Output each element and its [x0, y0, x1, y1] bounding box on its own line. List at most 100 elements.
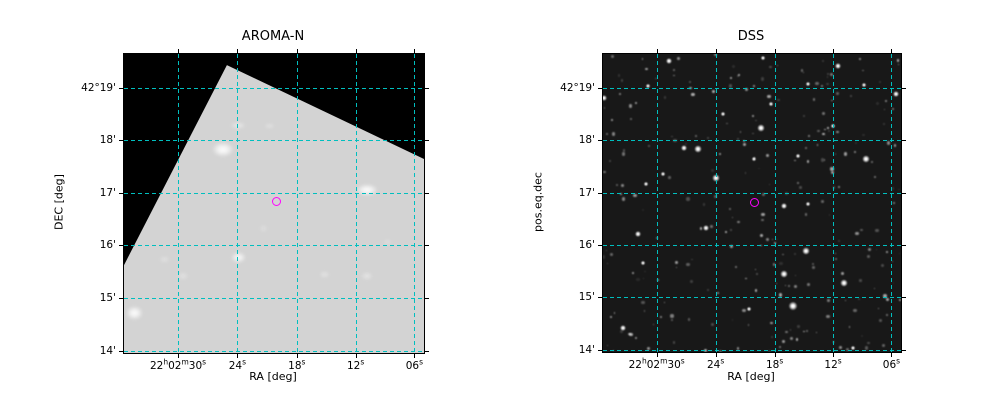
faint-star — [767, 94, 771, 98]
faint-star — [860, 334, 864, 337]
y-tick-label: 15' — [99, 291, 116, 304]
gridline-vertical — [657, 54, 658, 352]
faint-star — [885, 99, 888, 102]
faint-star — [716, 291, 719, 294]
axis-tick — [119, 245, 123, 246]
faint-star — [826, 76, 829, 78]
faint-star — [837, 186, 840, 189]
faint-star — [898, 252, 900, 254]
faint-star — [848, 326, 851, 329]
axis-tick — [425, 245, 429, 246]
faint-star — [828, 214, 831, 217]
faint-star — [620, 183, 624, 187]
faint-star — [694, 134, 697, 137]
panel-title-dss: DSS — [737, 29, 765, 44]
faint-star — [739, 130, 742, 133]
faint-star — [728, 84, 732, 88]
x-axis-label-ra: RA [deg] — [727, 370, 775, 383]
axis-tick — [425, 88, 429, 89]
faint-star — [603, 107, 605, 109]
faint-star — [834, 257, 837, 260]
faint-star — [677, 57, 680, 60]
faint-star — [629, 118, 632, 120]
axis-tick — [414, 49, 415, 53]
star — [830, 123, 836, 129]
gridline-vertical — [414, 54, 415, 353]
x-tick-label: 18s — [288, 357, 306, 372]
x-tick-label: 18s — [765, 356, 784, 371]
faint-star — [752, 115, 754, 117]
faint-star — [603, 255, 606, 259]
faint-star — [883, 294, 887, 298]
star — [642, 180, 650, 188]
faint-star — [631, 272, 634, 275]
star — [795, 153, 801, 159]
faint-star — [636, 277, 640, 282]
faint-star — [827, 127, 829, 129]
faint-star — [833, 186, 836, 189]
star — [633, 229, 643, 239]
star — [860, 81, 868, 89]
faint-star — [831, 99, 833, 101]
faint-star — [760, 233, 764, 237]
axis-tick — [775, 353, 776, 357]
bright-source-blob — [125, 306, 143, 320]
faint-star — [772, 262, 776, 266]
gridline-vertical — [775, 54, 776, 352]
faint-star — [752, 85, 755, 87]
faint-star — [714, 54, 717, 56]
faint-star — [871, 160, 874, 164]
y-tick-label: 42°19' — [81, 82, 116, 95]
faint-star — [688, 318, 691, 321]
gridline-horizontal — [603, 88, 901, 89]
faint-star — [633, 193, 637, 197]
faint-star — [803, 72, 805, 74]
faint-star — [771, 238, 774, 241]
sky-image-aroma-n — [123, 53, 425, 354]
axis-tick — [425, 193, 429, 194]
x-tick-label: 24s — [706, 356, 725, 371]
source-marker-circle — [749, 197, 759, 207]
x-tick-label: 12s — [346, 357, 365, 372]
faint-star — [785, 330, 788, 333]
faint-star — [766, 154, 770, 158]
axis-tick — [833, 353, 834, 357]
star — [804, 80, 812, 88]
axis-tick — [902, 88, 906, 89]
faint-star — [859, 57, 862, 60]
faint-star — [891, 260, 893, 262]
y-tick-label: 15' — [578, 291, 595, 304]
faint-star — [608, 160, 612, 163]
faint-star — [812, 98, 816, 102]
faint-star — [622, 149, 626, 152]
faint-star — [628, 104, 633, 108]
gridline-horizontal — [603, 193, 901, 194]
faint-star — [798, 186, 803, 190]
faint-star — [859, 278, 862, 282]
faint-star — [883, 122, 886, 125]
axis-tick — [891, 353, 892, 357]
faint-star — [744, 87, 748, 91]
axis-tick — [891, 49, 892, 53]
sky-image-dss — [602, 53, 902, 353]
faint-star — [893, 201, 896, 204]
faint-star — [797, 324, 801, 328]
faint-star — [845, 347, 850, 351]
faint-star — [794, 159, 797, 162]
gridline-horizontal — [603, 297, 901, 298]
faint-star — [853, 308, 857, 313]
faint-star — [617, 74, 621, 77]
faint-star — [732, 65, 736, 69]
faint-star — [621, 197, 626, 201]
y-tick-label: 42°19' — [560, 81, 595, 94]
faint-star — [808, 135, 810, 137]
faint-star — [785, 284, 787, 286]
faint-star — [699, 227, 703, 230]
y-tick-label: 17' — [578, 186, 595, 199]
axis-tick — [356, 354, 357, 358]
faint-star — [670, 318, 674, 322]
star — [849, 344, 857, 352]
faint-star — [755, 273, 758, 276]
faint-star — [824, 128, 826, 130]
x-tick-label: 06s — [405, 357, 424, 372]
